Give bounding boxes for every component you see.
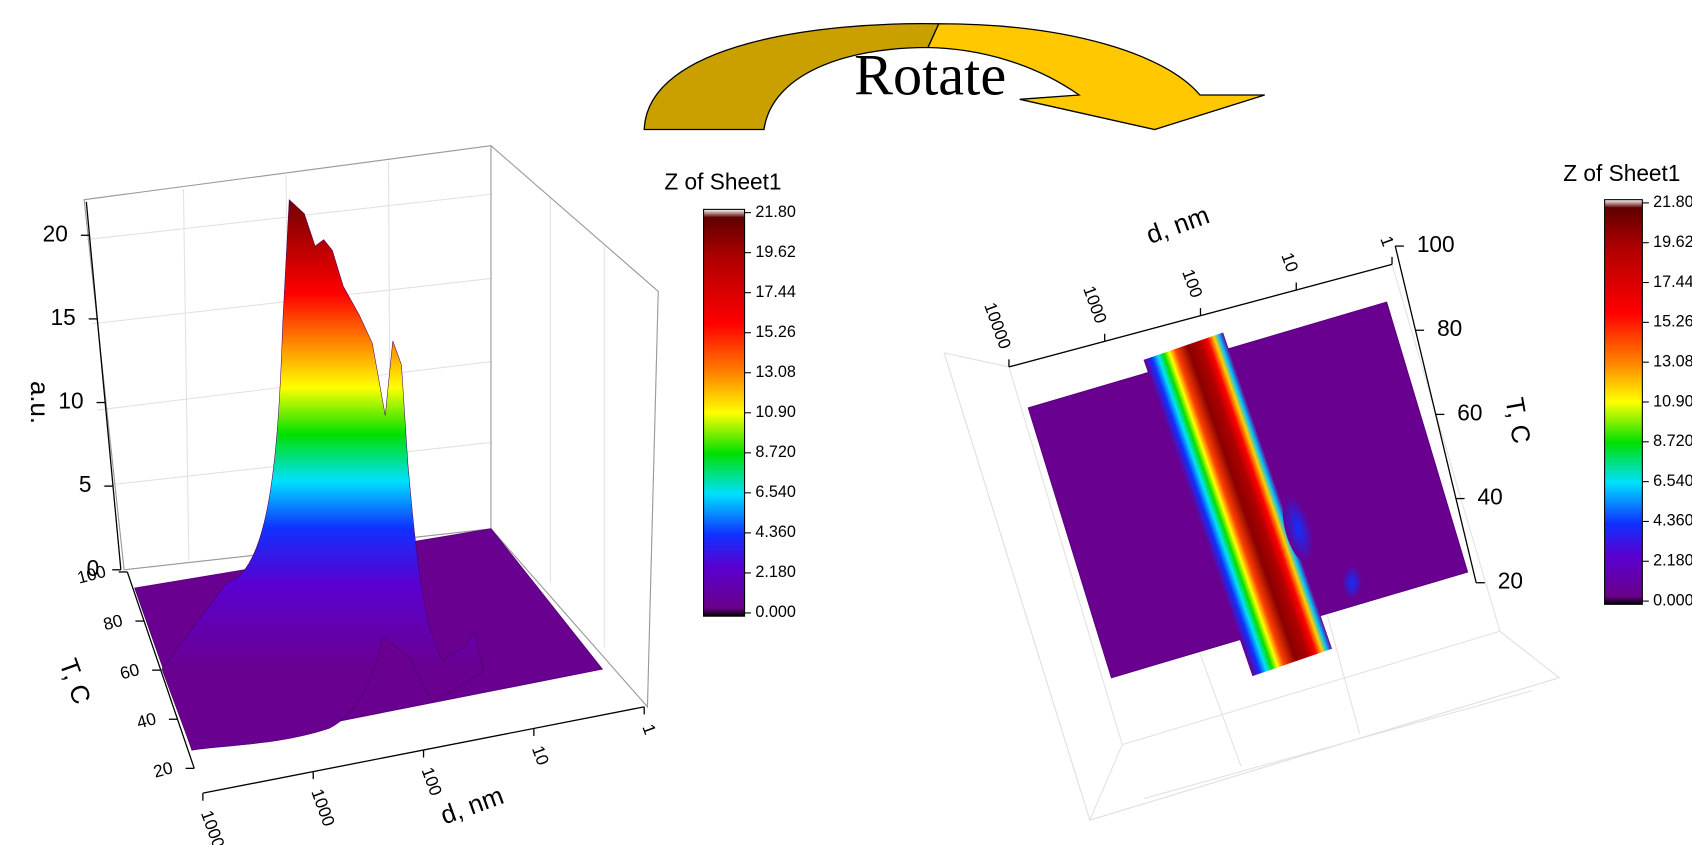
colorbar-tick-label: 2.180 xyxy=(755,563,795,581)
colorbar-tick-label: 13.08 xyxy=(755,363,795,381)
z-tick-label: 10 xyxy=(58,388,83,414)
colorbar-tick-label: 0.000 xyxy=(755,603,795,621)
y-tick-label: 20 xyxy=(1498,568,1523,594)
x-tick-label: 100 xyxy=(1178,266,1207,300)
colorbar-tick-label: 6.540 xyxy=(1653,472,1692,490)
colorbar-tick-label: 19.62 xyxy=(755,243,795,261)
z-tick-label: 15 xyxy=(51,304,76,330)
peak-surface xyxy=(162,200,484,750)
axis-title: T, C xyxy=(1499,396,1535,446)
y-tick-label: 80 xyxy=(1437,315,1462,341)
colorbar-tick-label: 15.26 xyxy=(755,323,795,341)
figure: Rotate 10000 1000 100 10 1 100 80 60 40 20 0 5 10 15 2… xyxy=(0,0,1692,845)
colorbar-tick-label: 2.180 xyxy=(1653,552,1692,570)
left-surface-plot xyxy=(84,146,658,750)
colorbar-tick-label: 19.62 xyxy=(1653,233,1692,251)
colorbar xyxy=(1605,200,1643,605)
y-tick-label: 100 xyxy=(1417,231,1455,257)
colorbar-tick-label: 8.720 xyxy=(755,443,795,461)
arrow-label: Rotate xyxy=(854,42,1006,107)
rotate-arrow: Rotate xyxy=(644,24,1264,130)
x-tick-label: 10000 xyxy=(980,300,1015,352)
colorbar-tick-label: 10.90 xyxy=(755,403,795,421)
z-tick-label: 0 xyxy=(87,555,100,581)
axis-title: T, C xyxy=(53,655,95,708)
z-tick-label: 20 xyxy=(43,220,68,246)
colorbar-title: Z of Sheet1 xyxy=(664,168,781,194)
x-tick-label: 10 xyxy=(1277,250,1302,275)
x-tick-label: 10 xyxy=(528,743,553,768)
axis-title: d, nm xyxy=(1143,201,1213,249)
z-tick-label: 5 xyxy=(79,471,92,497)
x-tick-label: 10000 xyxy=(197,808,232,845)
axis-title: a.u. xyxy=(25,381,53,424)
colorbar-tick-label: 10.90 xyxy=(1653,392,1692,410)
page: Rotate 10000 1000 100 10 1 100 80 60 40 20 0 5 10 15 2… xyxy=(0,0,1692,845)
colorbar-tick-label: 4.360 xyxy=(755,523,795,541)
y-tick-label: 40 xyxy=(1478,484,1503,510)
colorbar-tick-label: 8.720 xyxy=(1653,432,1692,450)
z-axis-line xyxy=(86,202,121,570)
x-tick-label: 1000 xyxy=(1079,283,1111,326)
y-tick-label: 20 xyxy=(151,757,175,781)
y-tick-label: 40 xyxy=(134,708,158,732)
colorbar-tick-label: 6.540 xyxy=(755,483,795,501)
colorbar-tick-label: 21.80 xyxy=(755,203,795,221)
y-tick-label: 80 xyxy=(101,610,125,634)
colorbar-tick-label: 17.44 xyxy=(755,283,795,301)
colorbar-tick-label: 13.08 xyxy=(1653,352,1692,370)
colorbar-tick-label: 4.360 xyxy=(1653,512,1692,530)
y-tick-label: 60 xyxy=(1457,399,1482,425)
y-tick-label: 60 xyxy=(118,659,142,683)
x-tick-label: 100 xyxy=(418,764,447,798)
colorbar-tick-label: 15.26 xyxy=(1653,313,1692,331)
minor-peak xyxy=(1342,565,1361,600)
colorbar-tick-label: 17.44 xyxy=(1653,273,1692,291)
colorbar-tick-label: 0.000 xyxy=(1653,591,1692,609)
colorbar-tick-label: 21.80 xyxy=(1653,193,1692,211)
x-tick-label: 1 xyxy=(638,721,660,737)
colorbar-title: Z of Sheet1 xyxy=(1563,160,1680,186)
x-tick-label: 1000 xyxy=(307,786,339,829)
colorbar xyxy=(704,209,745,616)
axis-title: d, nm xyxy=(437,782,507,830)
